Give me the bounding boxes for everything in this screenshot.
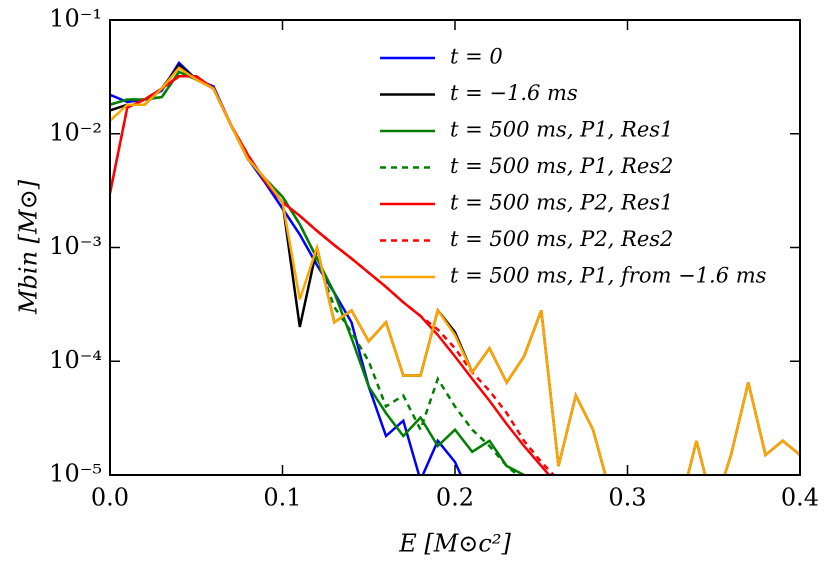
x-tick-label: 0.0 — [91, 484, 129, 512]
line-series — [110, 60, 463, 475]
x-tick-label: 0.1 — [263, 484, 301, 512]
y-tick-label: 10⁻¹ — [49, 5, 102, 33]
y-tick-label: 10⁻² — [49, 118, 102, 146]
x-axis-label: E [M⊙c²] — [398, 530, 511, 558]
legend-label: t = 500 ms, P1, Res2 — [450, 154, 673, 178]
legend-label: t = 500 ms, P1, from −1.6 ms — [450, 264, 767, 288]
legend-label: t = 500 ms, P2, Res1 — [450, 191, 673, 215]
y-tick-label: 10⁻⁵ — [49, 460, 102, 488]
legend-label: t = 500 ms, P1, Res1 — [450, 118, 673, 142]
x-tick-label: 0.4 — [781, 484, 819, 512]
legend-label: t = 0 — [450, 45, 503, 69]
legend-label: t = 500 ms, P2, Res2 — [450, 227, 673, 251]
y-tick-label: 10⁻³ — [49, 232, 102, 260]
legend-label: t = −1.6 ms — [450, 81, 578, 105]
x-tick-label: 0.2 — [436, 484, 474, 512]
line-series — [110, 66, 800, 475]
y-tick-label: 10⁻⁴ — [49, 346, 102, 374]
line-series — [110, 70, 520, 475]
y-axis-label: Mbin [M⊙] — [15, 179, 43, 315]
line-series — [110, 75, 556, 475]
line-series — [110, 70, 527, 475]
x-tick-label: 0.3 — [608, 484, 646, 512]
